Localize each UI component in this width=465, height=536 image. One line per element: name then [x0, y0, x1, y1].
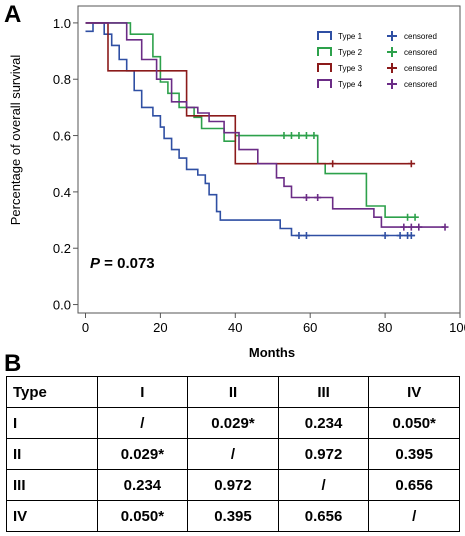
legend-censor-mark — [387, 47, 397, 57]
y-tick-label: 0.6 — [53, 129, 71, 144]
legend-label: Type 3 — [338, 64, 363, 73]
table-header-cell: II — [187, 376, 279, 408]
censor-mark-type-1 — [381, 232, 389, 240]
series-line-type-1 — [85, 22, 416, 237]
legend-swatch-type-1 — [317, 31, 332, 40]
table-row-label: I — [6, 407, 98, 439]
censor-mark-type-3 — [329, 160, 337, 168]
x-tick-label: 40 — [228, 320, 242, 335]
table-cell: / — [368, 500, 460, 532]
table-header-cell: IV — [368, 376, 460, 408]
legend-label: Type 1 — [338, 32, 363, 41]
table-cell: 0.050* — [96, 500, 189, 532]
censor-mark-type-4 — [400, 223, 408, 231]
table-row: IV 0.050* 0.395 0.656 / — [6, 500, 460, 532]
censor-mark-type-2 — [404, 213, 412, 221]
legend-censored-label: censored — [404, 64, 437, 73]
axis-ticks: 0 20 40 60 80 100 0.0 0.2 0.4 0.6 0.8 1.0 — [53, 16, 465, 335]
table-header-row: Type I II III IV — [6, 376, 460, 408]
legend-label: Type 4 — [338, 80, 363, 89]
table-cell: 0.050* — [368, 407, 460, 439]
table-cell: 0.029* — [96, 438, 189, 470]
legend-censor-mark — [387, 31, 397, 41]
series-line-type-4 — [85, 22, 445, 228]
x-tick-label: 0 — [82, 320, 89, 335]
x-tick-label: 80 — [378, 320, 392, 335]
legend-censored-label: censored — [404, 32, 437, 41]
legend-censor-mark — [387, 79, 397, 89]
series-lines — [85, 22, 445, 237]
panel-a-label: A — [4, 1, 22, 28]
table-row-label: II — [6, 438, 98, 470]
table-cell: 0.395 — [368, 438, 460, 470]
table-header-cell: Type — [6, 376, 98, 408]
y-tick-label: 0.0 — [53, 298, 71, 313]
p-value-symbol: P — [90, 255, 101, 272]
legend-censored-label: censored — [404, 80, 437, 89]
censor-mark-type-2 — [302, 132, 310, 140]
series-line-type-3 — [85, 22, 416, 165]
table-cell: 0.972 — [277, 438, 370, 470]
p-value-text: = 0.073 — [100, 255, 155, 272]
censor-mark-type-1 — [302, 232, 310, 240]
censor-mark-type-4 — [415, 223, 423, 231]
pairwise-pvalue-table: Type I II III IV I / 0.029* 0.234 0.050*… — [6, 376, 460, 532]
legend: Type 1 censored Type 2 censored Type 3 censor… — [317, 31, 437, 89]
table-header-cell: I — [96, 376, 189, 408]
censor-mark-type-4 — [441, 223, 449, 231]
censor-marks — [280, 132, 449, 240]
censor-mark-type-3 — [407, 160, 415, 168]
legend-censored-label: censored — [404, 48, 437, 57]
censor-mark-type-2 — [310, 132, 318, 140]
legend-swatch-type-2 — [317, 47, 332, 56]
table-cell: 0.656 — [368, 469, 460, 501]
censor-mark-type-4 — [302, 194, 310, 202]
censor-mark-type-4 — [314, 194, 322, 202]
table-cell: 0.029* — [187, 407, 279, 439]
y-tick-label: 0.8 — [53, 72, 71, 87]
censor-mark-type-2 — [280, 132, 288, 140]
table-row-label: IV — [6, 500, 98, 532]
table-cell: 0.656 — [277, 500, 370, 532]
p-value-annotation: P = 0.073 — [90, 255, 155, 272]
legend-swatch-type-3 — [317, 63, 332, 72]
table-cell: 0.972 — [187, 469, 279, 501]
censor-mark-type-2 — [411, 213, 419, 221]
table-row: III 0.234 0.972 / 0.656 — [6, 469, 460, 501]
table-cell: / — [96, 407, 189, 439]
table-cell: / — [187, 438, 279, 470]
table-row-label: III — [6, 469, 98, 501]
censor-mark-type-4 — [407, 223, 415, 231]
y-tick-label: 0.2 — [53, 241, 71, 256]
table-cell: 0.395 — [187, 500, 279, 532]
table-cell: / — [277, 469, 370, 501]
table-header-cell: III — [277, 376, 370, 408]
survival-chart: 0 20 40 60 80 100 0.0 0.2 0.4 0.6 0.8 1.0 Percentag… — [8, 5, 465, 360]
legend-label: Type 2 — [338, 48, 363, 57]
legend-swatch-type-4 — [317, 79, 332, 88]
x-tick-label: 100 — [449, 320, 465, 335]
series-line-type-2 — [85, 22, 419, 218]
y-tick-label: 0.4 — [53, 185, 71, 200]
table-cell: 0.234 — [277, 407, 370, 439]
table-cell: 0.234 — [96, 469, 189, 501]
x-axis-label: Months — [249, 345, 295, 360]
table-row: II 0.029* / 0.972 0.395 — [6, 438, 460, 470]
censor-mark-type-1 — [396, 232, 404, 240]
legend-censor-mark — [387, 63, 397, 73]
censor-mark-type-2 — [287, 132, 295, 140]
x-tick-label: 20 — [153, 320, 167, 335]
x-tick-label: 60 — [303, 320, 317, 335]
censor-mark-type-2 — [295, 132, 303, 140]
panel-b-label: B — [4, 350, 22, 377]
y-axis-label: Percentage of overall survival — [8, 55, 23, 226]
censor-mark-type-1 — [407, 232, 415, 240]
y-tick-label: 1.0 — [53, 16, 71, 31]
censor-mark-type-1 — [295, 232, 303, 240]
table-row: I / 0.029* 0.234 0.050* — [6, 407, 460, 439]
